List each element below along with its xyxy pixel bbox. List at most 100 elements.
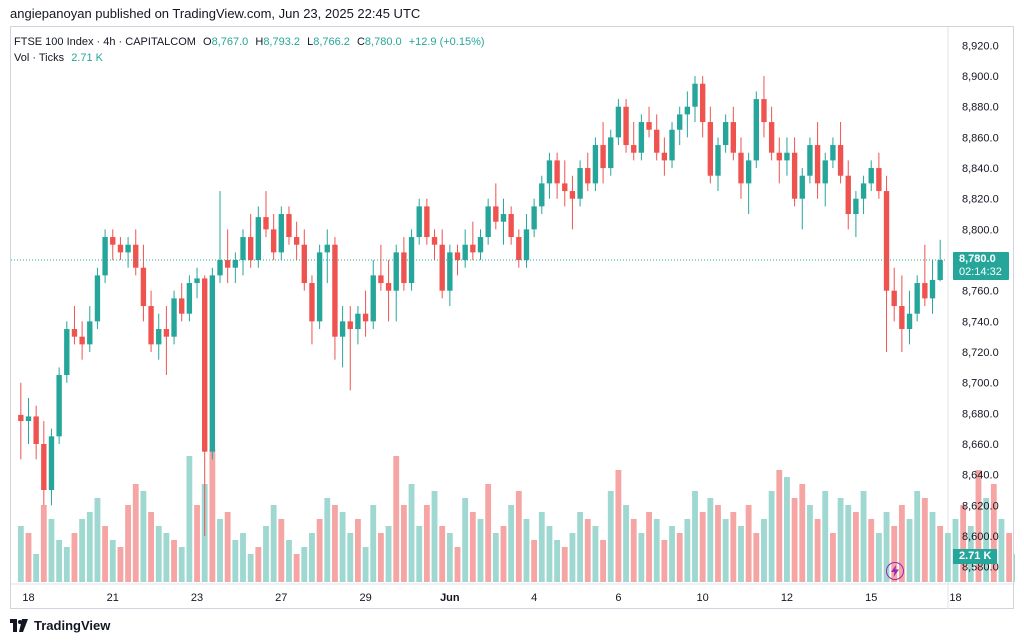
candle-body [454,252,461,261]
candle-body [71,329,78,337]
volume-bar [975,470,982,582]
volume-bar [630,519,637,582]
close-value: 8,780.0 [364,36,402,48]
price-tick-label: 8,900.0 [962,71,999,83]
volume-bar [661,540,668,582]
volume-bar [538,512,545,582]
volume-bar [347,533,354,582]
volume-bar [814,519,821,582]
candle-body [853,198,859,215]
candle-body [362,313,369,322]
volume-bar [592,526,599,582]
candle-body [592,145,599,184]
volume-bar [102,526,109,582]
candle-body [814,145,821,184]
candle-body [240,237,246,261]
candle-body [355,313,361,330]
candle-body [94,275,101,322]
volume-bar [722,519,729,582]
volume-bar [171,540,177,582]
volume-bar [623,505,629,582]
candle-body [830,145,836,161]
volume-bar [416,526,423,582]
candle-body [569,191,576,199]
volume-bar [247,554,254,582]
candle-body [18,414,24,422]
volume-bar [615,470,622,582]
price-tick-label: 8,720.0 [962,347,999,359]
last-price-badge: 8,780.0 02:14:32 [953,252,1009,281]
volume-bar [278,519,285,582]
candle-body [102,237,108,276]
candle-body [500,214,507,222]
candle-body [508,214,514,238]
candle-body [431,237,438,245]
candle-body [554,160,560,184]
volume-bar [944,533,951,582]
candle-body [523,229,530,261]
symbol-label[interactable]: FTSE 100 Index · 4h · CAPITALCOM [14,36,196,48]
volume-bar [561,547,568,582]
candle-body [148,306,154,345]
candle-body [202,278,208,452]
volume-bar [393,456,400,582]
volume-bar [40,505,47,582]
lightning-icon[interactable] [886,562,904,580]
candle-body [408,237,415,284]
volume-bar [209,449,216,582]
candle-body [860,183,867,199]
volume-bar [377,533,384,582]
volume-bar [462,498,469,582]
volume-bar [33,554,40,582]
volume-bar [531,540,538,582]
chart-panel[interactable]: 8,580.0 8,600.0 8,620.0 8,640.0 8,660.0 8,680… [10,26,1015,610]
candlestick-chart[interactable]: 8,580.0 8,600.0 8,620.0 8,640.0 8,660.0 8,680… [11,27,1015,610]
volume-label[interactable]: Vol · Ticks [14,52,65,64]
volume-bar [906,519,913,582]
time-tick-label: 23 [191,592,203,604]
candle-body [585,168,591,184]
candle-body [868,168,874,184]
volume-bar [692,491,698,582]
price-tick-label: 8,700.0 [962,378,999,390]
volume-bar [117,547,124,582]
price-tick-label: 8,620.0 [962,500,999,512]
volume-bar [301,547,308,582]
volume-bar [1006,533,1013,582]
candle-body [937,260,943,280]
volume-bar [186,456,193,582]
volume-bar [546,526,553,582]
volume-bar [431,491,438,582]
candle-body [347,321,353,330]
volume-bar [178,547,185,582]
volume-bar [883,512,890,582]
candle-body [922,283,928,299]
candle-body [899,306,905,330]
volume-bar [86,512,93,582]
candle-body [876,168,882,192]
price-tick-label: 8,640.0 [962,470,999,482]
volume-bar [385,526,392,582]
candle-body [906,313,913,330]
volume-bar [837,498,844,582]
time-tick-label: 12 [781,592,793,604]
candle-body [25,416,32,422]
candle-body [393,252,399,291]
candle-body [646,122,652,130]
candle-body [485,206,491,238]
volume-bar [669,526,675,582]
candle-body [462,244,468,261]
volume-bar [362,547,369,582]
volume-bar [852,512,859,582]
candle-body [546,160,553,184]
candle-body [470,244,476,253]
candle-body [768,122,775,153]
candle-body [309,283,315,322]
footer-brand[interactable]: TradingView [34,618,111,633]
candle-body [293,237,300,245]
time-tick-label: 15 [865,592,877,604]
volume-bar [715,505,721,582]
volume-bar [286,540,292,582]
time-tick-label: 10 [697,592,709,604]
volume-bar [400,505,407,582]
